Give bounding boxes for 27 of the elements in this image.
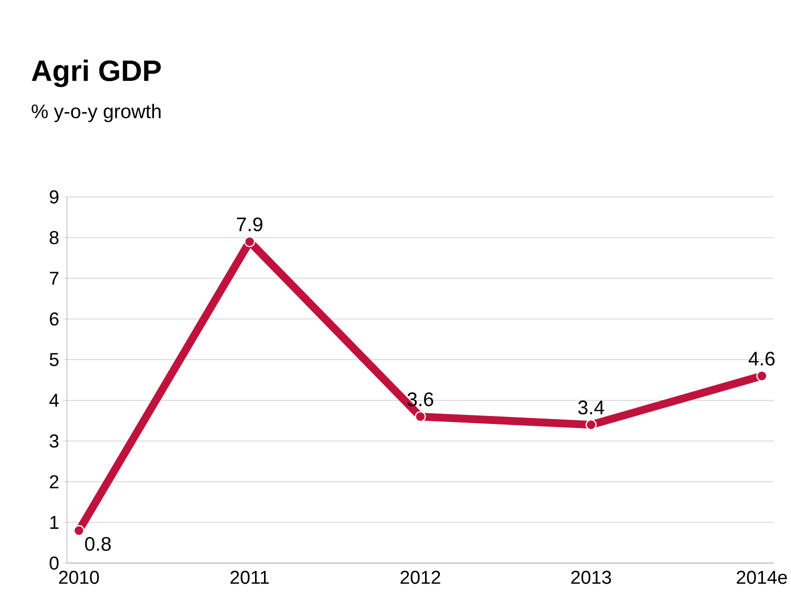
y-tick-label: 1 (50, 516, 58, 529)
y-tick-label: 6 (50, 312, 58, 326)
point (244, 236, 256, 247)
data-label: 7.9 (236, 217, 262, 232)
point (756, 370, 768, 382)
chart-title: Agri GDP (32, 59, 161, 87)
x-tick-label: 2010 (59, 570, 99, 584)
chart-subtitle: % y-o-y growth (32, 104, 161, 122)
data-label: 3.4 (578, 400, 604, 414)
y-tick-label: 7 (50, 272, 58, 284)
x-tick-label: 2013 (571, 570, 611, 584)
y-tick-label: 9 (50, 190, 58, 204)
y-tick-label: 4 (49, 394, 59, 407)
point (586, 419, 597, 430)
y-tick-label: 2 (50, 475, 58, 488)
y-tick-label: 0 (50, 556, 59, 570)
point (73, 524, 84, 536)
x-tick-label: 2014e (736, 570, 787, 584)
x-tick-label: 2012 (400, 570, 440, 584)
y-tick-label: 5 (50, 352, 59, 366)
y-tick-label: 8 (50, 230, 58, 244)
x-tick-label: 2011 (230, 570, 269, 584)
data-label: 0.8 (85, 536, 111, 551)
point (414, 410, 426, 422)
data-label: 3.6 (407, 392, 434, 406)
data-label: 4.6 (748, 352, 775, 366)
y-tick-label: 3 (50, 434, 58, 448)
